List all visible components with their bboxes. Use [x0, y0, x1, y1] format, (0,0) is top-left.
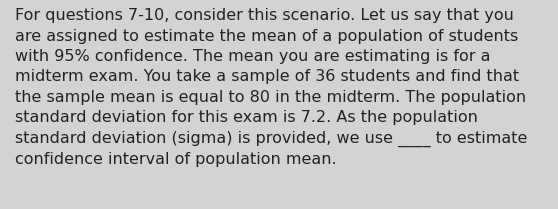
Text: For questions 7-10, consider this scenario. Let us say that you
are assigned to : For questions 7-10, consider this scenar… [16, 8, 528, 167]
